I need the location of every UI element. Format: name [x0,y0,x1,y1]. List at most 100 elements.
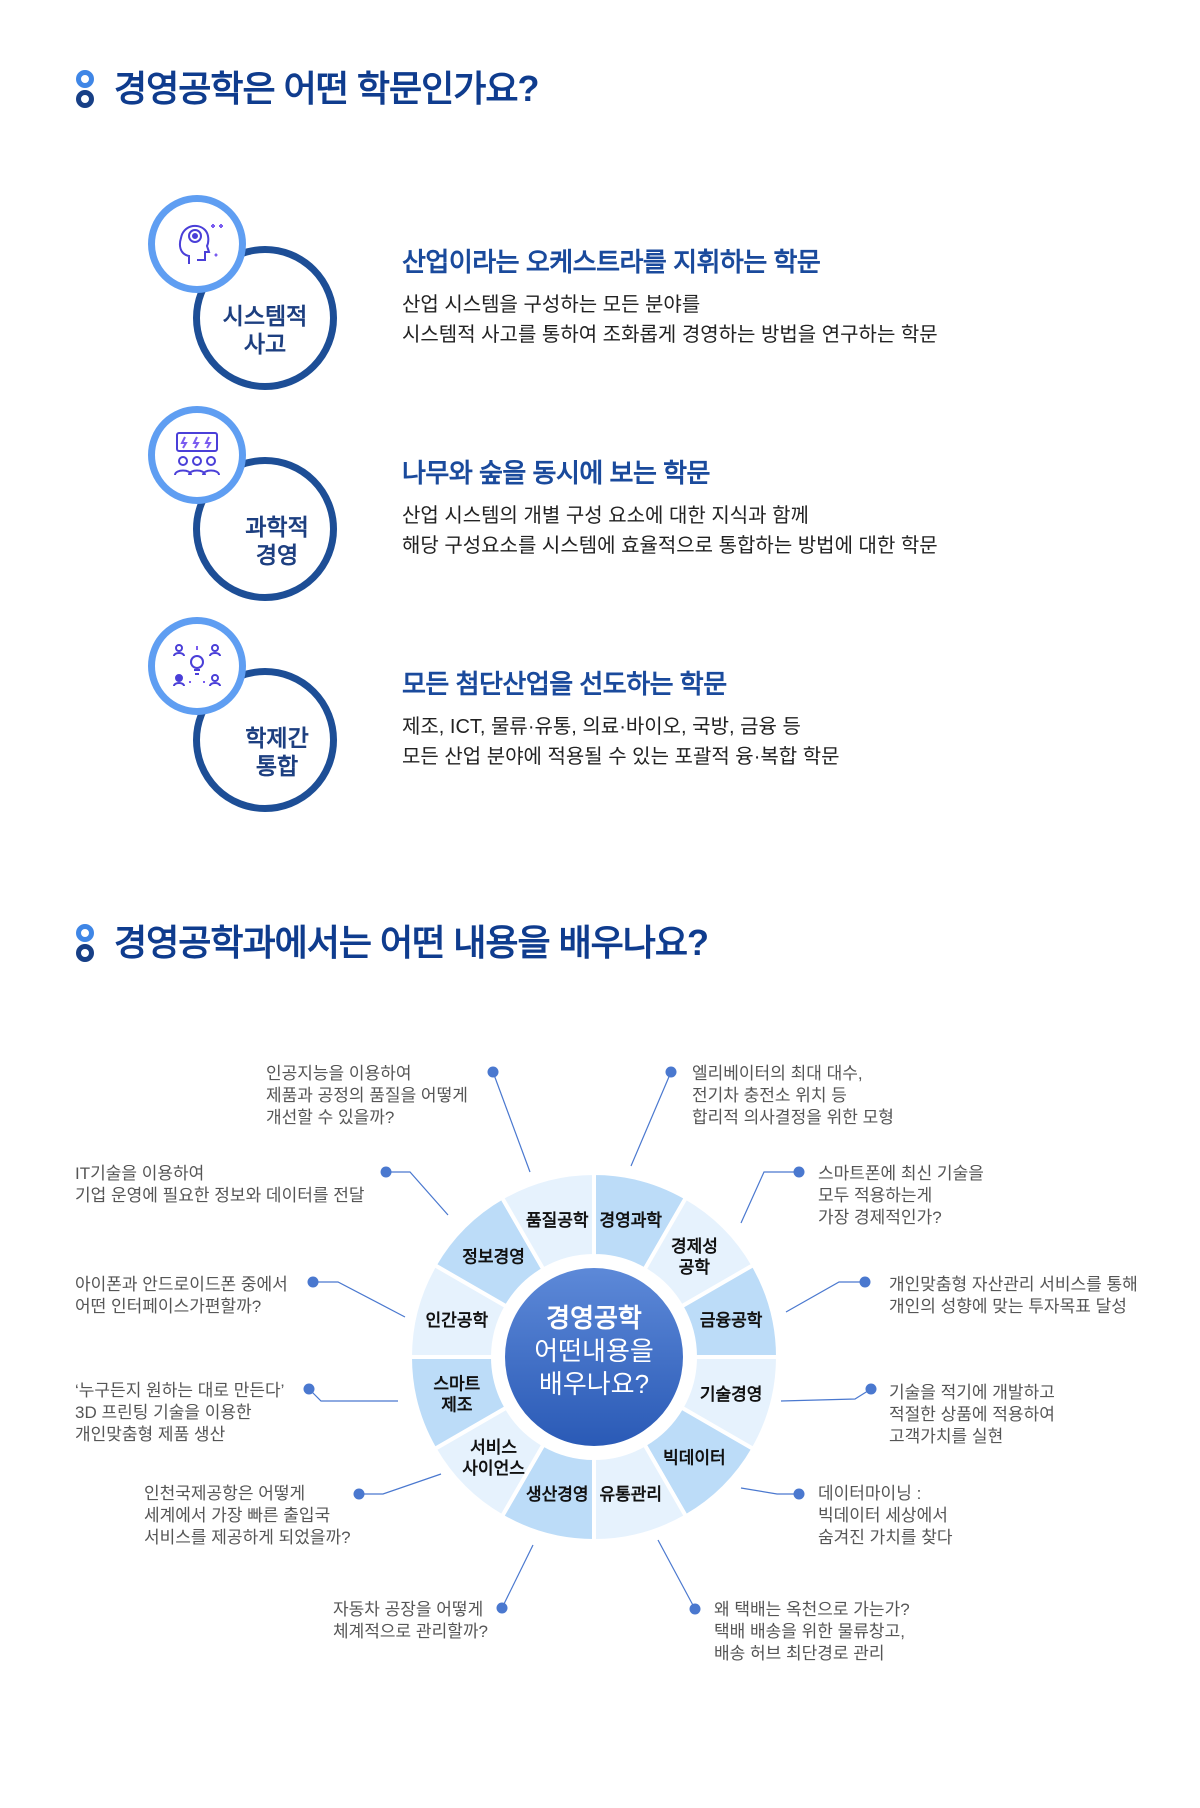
wheel-segment-label: 생산경영 [526,1485,589,1504]
wheel-segment-label: 서비스 사이언스 [462,1438,525,1478]
callout-line: 합리적 의사결정을 위한 모형 [692,1108,894,1127]
callout-connector-line [785,1281,865,1313]
callout-line: 인천국제공항은 어떻게 [144,1484,306,1503]
item-description-line: 시스템적 사고를 통하여 조화롭게 경영하는 방법을 연구하는 학문 [402,324,938,346]
callout-line: 개인의 성향에 맞는 투자목표 달성 [889,1297,1127,1316]
callout-dot-icon [487,1066,499,1078]
callout-line: 제품과 공정의 품질을 어떻게 [266,1086,468,1105]
item-interdisciplinary: 학제간 통합 모든 첨단산업을 선도하는 학문 제조, ICT, 물류·유통, … [0,616,1200,812]
callout-dot-icon [353,1488,365,1500]
section1-title: 경영공학은 어떤 학문인가요? [114,68,539,109]
item-heading: 나무와 숲을 동시에 보는 학문 [402,458,710,488]
wheel-segment-label: 빅데이터 [663,1448,726,1467]
item-heading: 산업이라는 오케스트라를 지휘하는 학문 [402,247,821,277]
callout-line: 인공지능을 이용하여 [266,1064,412,1083]
callout-line: 3D 프린팅 기술을 이용한 [75,1403,252,1422]
center-title: 경영공학 [546,1303,642,1333]
callout-line: 전기차 충전소 위치 등 [692,1086,847,1105]
callout-dot-icon [496,1602,508,1614]
callout-line: ‘누구든지 원하는 대로 만든다’ [75,1381,285,1400]
callout-line: 개인맞춤형 자산관리 서비스를 통해 [889,1275,1138,1294]
callout-line: 택배 배송을 위한 물류창고, [714,1622,905,1641]
item-description: 제조, ICT, 물류·유통, 의료·바이오, 국방, 금융 등 모든 산업 분… [402,712,840,772]
item-description: 산업 시스템의 개별 구성 요소에 대한 지식과 함께 해당 구성요소를 시스템… [402,501,938,561]
callout-dot-icon [689,1603,701,1615]
wheel-center-circle [505,1268,683,1446]
callout-connector-line [492,1071,531,1173]
callout-connector-line [501,1544,534,1609]
item-circle-label: 과학적 경영 [245,514,309,568]
callout-dot-icon [307,1276,319,1288]
title-bullet-icon [76,924,94,962]
callout-dot-icon [380,1166,392,1178]
section2-title: 경영공학과에서는 어떤 내용을 배우나요? [114,922,709,963]
wheel-segment-label: 품질공학 [526,1210,589,1230]
callout-line: 세계에서 가장 빠른 출입국 [144,1506,331,1525]
callout-dot-icon [303,1383,315,1395]
wheel-segment-label: 스마트 제조 [433,1374,480,1414]
callout-line: 적절한 상품에 적용하여 [889,1405,1055,1424]
callout-connector-line [740,1487,799,1495]
center-line: 어떤내용을 [534,1336,654,1366]
callout-line: 빅데이터 세상에서 [818,1506,948,1525]
item-circle [193,457,337,601]
item-scientific-management: 과학적 경영 나무와 숲을 동시에 보는 학문 산업 시스템의 개별 구성 요소… [0,405,1200,601]
callout-line: 아이폰과 안드로이드폰 중에서 [75,1275,288,1294]
wheel-segment-label: 정보경영 [462,1248,525,1267]
callout-line: 왜 택배는 옥천으로 가는가? [714,1600,910,1619]
callout-line: 가장 경제적인가? [818,1208,942,1227]
network-people-icon [148,617,246,715]
callout-dot-icon [793,1166,805,1178]
item-description-line: 산업 시스템의 개별 구성 요소에 대한 지식과 함께 [402,505,809,527]
wheel-segment-label: 기술경영 [700,1385,763,1404]
wheel-segment-label: 경제성 공학 [671,1237,718,1277]
callout-line: IT기술을 이용하여 [75,1164,205,1183]
callout-line: 엘리베이터의 최대 대수, [692,1064,863,1083]
callout-dot-icon [865,1383,877,1395]
item-heading: 모든 첨단산업을 선도하는 학문 [402,669,727,699]
callout-connector-line [657,1539,696,1610]
callout-line: 스마트폰에 최신 기술을 [818,1164,984,1183]
callout-dot-icon [665,1066,677,1078]
item-description-line: 제조, ICT, 물류·유통, 의료·바이오, 국방, 금융 등 [402,716,801,738]
callout-text: 인천국제공항은 어떻게 세계에서 가장 빠른 출입국 서비스를 제공하게 되었을까? [144,1483,351,1549]
callout-connector-line [630,1071,672,1167]
item-systems-thinking: 시스템적 사고 산업이라는 오케스트라를 지휘하는 학문 산업 시스템을 구성하… [0,194,1200,390]
callout-connector-line [359,1473,442,1495]
wheel-segment-label: 경영과학 [599,1211,662,1230]
callout-line: 고객가치를 실현 [889,1427,1004,1446]
callout-line: 데이터마이닝 : [818,1484,922,1503]
head-gear-icon [148,195,246,293]
callout-line: 체계적으로 관리할까? [333,1622,488,1641]
center-line: 배우나요? [538,1369,650,1399]
callout-line: 숨겨진 가치를 찾다 [818,1528,953,1547]
wheel-segment-label: 금융공학 [700,1311,763,1330]
item-description-line: 해당 구성요소를 시스템에 효율적으로 통합하는 방법에 대한 학문 [402,535,938,557]
wheel-center-text: 경영공학 어떤내용을 배우나요? [505,1302,683,1401]
callout-line: 모두 적용하는게 [818,1186,933,1205]
wheel-segment-label: 유통관리 [599,1485,662,1504]
callout-connector-line [313,1281,406,1318]
callout-line: 어떤 인터페이스가편할까? [75,1297,262,1316]
callout-line: 개선할 수 있을까? [266,1108,395,1127]
wheel-segment [499,1170,596,1273]
callout-text: 왜 택배는 옥천으로 가는가? 택배 배송을 위한 물류창고, 배송 허브 최단경로… [714,1599,910,1665]
item-description: 산업 시스템을 구성하는 모든 분야를 시스템적 사고를 통하여 조화롭게 경영… [402,290,938,350]
callout-dot-icon [859,1276,871,1288]
wheel-segment-label: 인간공학 [426,1311,489,1330]
callout-connector-line [308,1388,398,1402]
item-description-line: 산업 시스템을 구성하는 모든 분야를 [402,294,701,316]
callout-connector-line [780,1388,872,1402]
title-bullet-icon [76,70,94,108]
callout-line: 개인맞춤형 제품 생산 [75,1425,226,1444]
callout-line: 자동차 공장을 어떻게 [333,1600,484,1619]
callout-line: 기술을 적기에 개발하고 [889,1383,1055,1402]
